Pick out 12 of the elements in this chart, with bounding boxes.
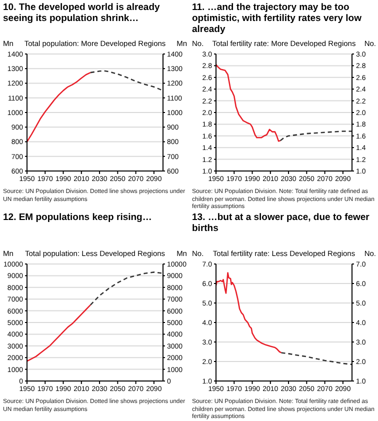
line-series bbox=[216, 64, 282, 142]
chart-title: 13. …but at a slower pace, due to fewer births bbox=[192, 212, 370, 236]
chart-title: 12. EM populations keep rising… bbox=[3, 212, 153, 225]
line-series bbox=[90, 272, 163, 306]
line-series bbox=[280, 352, 352, 366]
chart-title: 10. The developed world is already seeing its population shrink… bbox=[3, 2, 161, 26]
line-series bbox=[280, 130, 352, 142]
line-series bbox=[90, 70, 163, 92]
line-series bbox=[216, 272, 282, 354]
chart-title: 11. …and the trajectory may be too optimistic, with fertility rates very low already bbox=[192, 2, 362, 37]
line-series bbox=[27, 304, 92, 362]
line-series bbox=[27, 72, 92, 142]
